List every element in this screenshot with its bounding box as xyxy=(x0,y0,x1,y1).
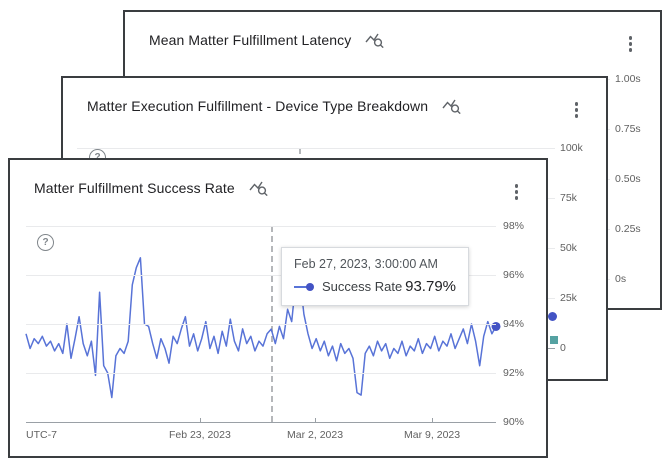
y-tick-label: 0.50s xyxy=(615,173,641,185)
x-tick-mark xyxy=(432,418,434,422)
y-tick-label: 98% xyxy=(503,220,525,232)
series-point-icon xyxy=(306,282,314,291)
series-end-point-teal xyxy=(550,336,558,344)
tooltip-series-row: Success Rate 93.79% xyxy=(294,278,456,295)
y-tick-label: 0s xyxy=(615,273,627,285)
y-tick-label: 90% xyxy=(503,416,525,428)
x-tick-mark xyxy=(315,418,317,422)
card-title: Mean Matter Fulfillment Latency xyxy=(149,32,352,48)
x-tick-mark xyxy=(199,418,201,422)
card-title: Matter Execution Fulfillment - Device Ty… xyxy=(87,98,429,114)
y-tick-label: 75k xyxy=(560,192,577,204)
query-explore-icon[interactable] xyxy=(442,98,461,114)
x-tick-label: Feb 23, 2023 xyxy=(168,429,231,441)
gridline xyxy=(26,275,496,276)
card-header: Matter Fulfillment Success Rate xyxy=(34,180,268,196)
y-tick-label: 1.00s xyxy=(615,73,641,85)
query-explore-icon[interactable] xyxy=(249,180,268,196)
card-matter-fulfillment-success-rate: Matter Fulfillment Success Rate ? Feb 27… xyxy=(8,158,548,458)
y-tick-label: 94% xyxy=(503,318,525,330)
x-tick-label: Mar 2, 2023 xyxy=(287,429,344,441)
gridline xyxy=(26,324,496,325)
spacer xyxy=(398,38,402,42)
tooltip-series-name: Success Rate xyxy=(322,279,403,294)
more-options-button[interactable] xyxy=(627,34,635,54)
query-explore-icon[interactable] xyxy=(365,32,384,48)
y-tick-label: 96% xyxy=(503,269,525,281)
gridline xyxy=(77,148,555,149)
y-tick-label: 100k xyxy=(560,142,583,154)
gridline xyxy=(26,226,496,227)
more-options-button[interactable] xyxy=(573,100,581,120)
y-tick-label: 25k xyxy=(560,292,577,304)
series-end-point-blue xyxy=(548,312,557,321)
y-tick-label: 92% xyxy=(503,367,525,379)
more-options-button[interactable] xyxy=(513,182,521,202)
chart-tooltip: Feb 27, 2023, 3:00:00 AM Success Rate 93… xyxy=(281,247,469,306)
help-icon[interactable]: ? xyxy=(37,234,54,251)
y-tick-label: 0 xyxy=(560,342,566,354)
x-tick-label: Mar 9, 2023 xyxy=(404,429,461,441)
card-title: Matter Fulfillment Success Rate xyxy=(34,180,235,196)
tooltip-series-value: 93.79% xyxy=(405,278,456,295)
y-tick-label: 50k xyxy=(560,242,577,254)
card-header: Matter Execution Fulfillment - Device Ty… xyxy=(87,98,461,114)
x-axis-line xyxy=(26,422,496,423)
timezone-label: UTC-7 xyxy=(26,429,57,441)
y-tick-label: 0.75s xyxy=(615,123,641,135)
y-tick-label: 0.25s xyxy=(615,223,641,235)
tooltip-timestamp: Feb 27, 2023, 3:00:00 AM xyxy=(294,257,438,271)
series-line-icon xyxy=(294,285,307,288)
card-header: Mean Matter Fulfillment Latency xyxy=(149,32,402,48)
gridline xyxy=(26,373,496,374)
